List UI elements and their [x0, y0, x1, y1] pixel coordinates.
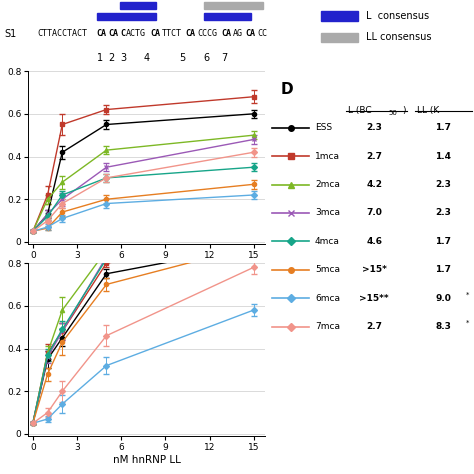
Text: 2mca: 2mca	[315, 180, 340, 189]
Text: CA: CA	[97, 29, 107, 37]
Text: 2: 2	[109, 53, 115, 63]
Text: >15*: >15*	[362, 265, 387, 274]
Text: 2.3: 2.3	[366, 123, 382, 132]
Text: 5: 5	[180, 53, 186, 63]
Text: *: *	[466, 292, 469, 298]
Text: 50: 50	[388, 110, 397, 116]
Text: 3: 3	[120, 53, 127, 63]
Text: CCCG: CCCG	[198, 29, 218, 37]
Text: D: D	[280, 82, 293, 97]
Bar	[204, 13, 251, 19]
Text: 4: 4	[144, 53, 150, 63]
Bar	[97, 13, 156, 19]
Text: *: *	[466, 320, 469, 326]
Text: 2.7: 2.7	[366, 152, 382, 161]
Text: 1.4: 1.4	[436, 152, 451, 161]
Bar	[120, 2, 156, 9]
Text: 1: 1	[97, 53, 103, 63]
X-axis label: nM hnRNP L: nM hnRNP L	[116, 263, 178, 273]
Text: 7: 7	[221, 53, 228, 63]
Text: 6: 6	[203, 53, 210, 63]
Text: 1.7: 1.7	[436, 123, 451, 132]
Text: CA: CA	[109, 29, 118, 37]
Text: AG: AG	[233, 29, 243, 37]
Text: TTCT: TTCT	[162, 29, 182, 37]
Text: CA: CA	[245, 29, 255, 37]
Bar	[321, 11, 358, 21]
Text: 3mca: 3mca	[315, 209, 340, 218]
Text: C: C	[120, 29, 126, 37]
Bar	[204, 2, 263, 9]
Text: LL consensus: LL consensus	[366, 33, 431, 43]
Text: >15**: >15**	[359, 294, 389, 303]
Text: ESS: ESS	[315, 123, 332, 132]
Text: 1mca: 1mca	[315, 152, 340, 161]
Text: CC: CC	[257, 29, 267, 37]
Text: S1: S1	[5, 29, 17, 39]
Text: CA: CA	[150, 29, 160, 37]
Text: L (BC: L (BC	[347, 106, 371, 115]
Text: 4mca: 4mca	[315, 237, 340, 246]
Text: ACTG: ACTG	[126, 29, 146, 37]
Text: 9.0: 9.0	[436, 294, 451, 303]
X-axis label: nM hnRNP LL: nM hnRNP LL	[113, 455, 181, 465]
Text: ): )	[402, 106, 406, 115]
Text: 2.3: 2.3	[436, 180, 451, 189]
Text: 2.7: 2.7	[366, 322, 382, 331]
Text: 6mca: 6mca	[315, 294, 340, 303]
Text: 4.2: 4.2	[366, 180, 382, 189]
Bar	[321, 33, 358, 43]
Text: 5mca: 5mca	[315, 265, 340, 274]
Text: CA: CA	[221, 29, 231, 37]
Text: 7mca: 7mca	[315, 322, 340, 331]
Text: L  consensus: L consensus	[366, 11, 429, 21]
Text: 8.3: 8.3	[436, 322, 451, 331]
Text: CA: CA	[186, 29, 196, 37]
Text: 4.6: 4.6	[366, 237, 382, 246]
Text: 7.0: 7.0	[366, 209, 382, 218]
Text: 2.3: 2.3	[436, 209, 451, 218]
Text: LL (K: LL (K	[417, 106, 439, 115]
Text: 1.7: 1.7	[436, 237, 451, 246]
Text: CTTACCTACT: CTTACCTACT	[37, 29, 87, 37]
Text: 1.7: 1.7	[436, 265, 451, 274]
